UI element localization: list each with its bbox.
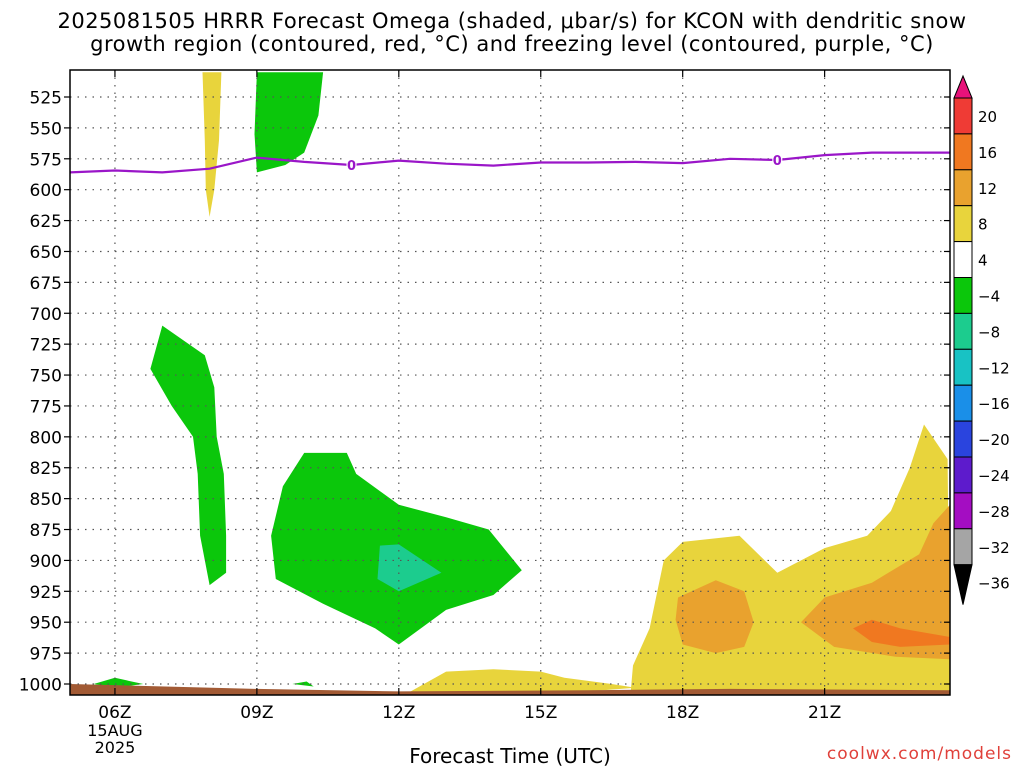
colorbar-label: 4 [978,252,988,270]
freezing-level-label: 0 [773,154,782,169]
y-tick-label: 625 [30,212,62,232]
y-tick-label: 575 [30,150,62,170]
y-tick-label: 600 [30,181,62,201]
y-tick-label: 550 [30,119,62,139]
y-tick-label: 675 [30,274,62,294]
x-date-label: 15AUG [87,721,142,740]
colorbar-box [953,241,973,279]
colorbar-box [953,205,973,243]
colorbar-label: −8 [978,323,1000,341]
x-tick-label: 18Z [666,703,699,723]
credit-link[interactable]: coolwx.com/models [826,744,1012,764]
colorbar-box [953,97,973,135]
freezing-level-label: 0 [347,159,356,174]
x-tick-label: 12Z [382,703,415,723]
y-tick-label: 525 [30,89,62,109]
x-tick-label: 21Z [808,703,841,723]
omega-region-1 [254,72,324,173]
omega-region-7 [408,669,636,693]
x-tick-label: 09Z [240,703,273,723]
freezing-level-label-bg [346,156,357,172]
colorbar-label: −12 [978,359,1010,377]
y-tick-label: 825 [30,459,62,479]
colorbar-label: 8 [978,216,988,234]
omega-region-4 [377,544,442,592]
x-tick-label: 15Z [524,703,557,723]
x-tick-label: 06Z [98,703,131,723]
chart-title-line-1: 2025081505 HRRR Forecast Omega (shaded, … [57,9,967,33]
freezing-level-label-bg [772,152,783,168]
colorbar-label: −32 [978,539,1010,557]
y-tick-label: 700 [30,305,62,325]
colorbar-box [953,133,973,171]
colorbar-box [953,420,973,458]
ground-band [70,684,950,695]
colorbar-label: −24 [978,467,1010,485]
chart-title-line-2: growth region (contoured, red, °C) and f… [90,32,934,56]
colorbar-label: −20 [978,431,1010,449]
colorbar-box [953,348,973,386]
colorbar-label: 12 [978,180,997,198]
y-tick-label: 800 [30,428,62,448]
omega-region-10 [801,504,950,660]
omega-region-9 [675,580,754,654]
y-tick-label: 875 [30,521,62,541]
x-axis-label: Forecast Time (UTC) [409,744,611,768]
plot-frame [69,69,951,696]
y-tick-label: 975 [30,645,62,665]
y-tick-label: 900 [30,552,62,572]
y-tick-label: 1000 [19,676,62,696]
colorbar-box [953,492,973,530]
freezing-level-line [70,151,950,174]
y-tick-label: 750 [30,367,62,387]
x-date-label: 2025 [95,738,136,757]
colorbar-box [953,169,973,207]
colorbar-box [953,384,973,422]
colorbar-box [953,277,973,314]
colorbar-box [953,312,973,350]
omega-region-0 [202,72,222,217]
omega-region-11 [853,619,950,647]
y-tick-label: 925 [30,583,62,603]
colorbar-label: 20 [978,108,997,126]
y-tick-label: 850 [30,490,62,510]
colorbar: 20 16 12 8 4 −4 −8 −12 −16 −20 −24 −28 −32 −36 [953,74,1010,605]
colorbar-label: −36 [978,575,1010,593]
y-tick-label: 650 [30,243,62,263]
colorbar-label: −28 [978,503,1010,521]
colorbar-box [953,456,973,494]
colorbar-label: 16 [978,144,997,162]
colorbar-box [953,528,973,566]
colorbar-top-arrow [953,74,973,99]
y-tick-label: 725 [30,336,62,356]
colorbar-label: −4 [978,287,1000,305]
colorbar-bottom-arrow [953,564,973,605]
omega-region-2 [150,325,227,586]
y-tick-label: 950 [30,614,62,634]
colorbar-label: −16 [978,395,1010,413]
y-tick-label: 775 [30,397,62,417]
